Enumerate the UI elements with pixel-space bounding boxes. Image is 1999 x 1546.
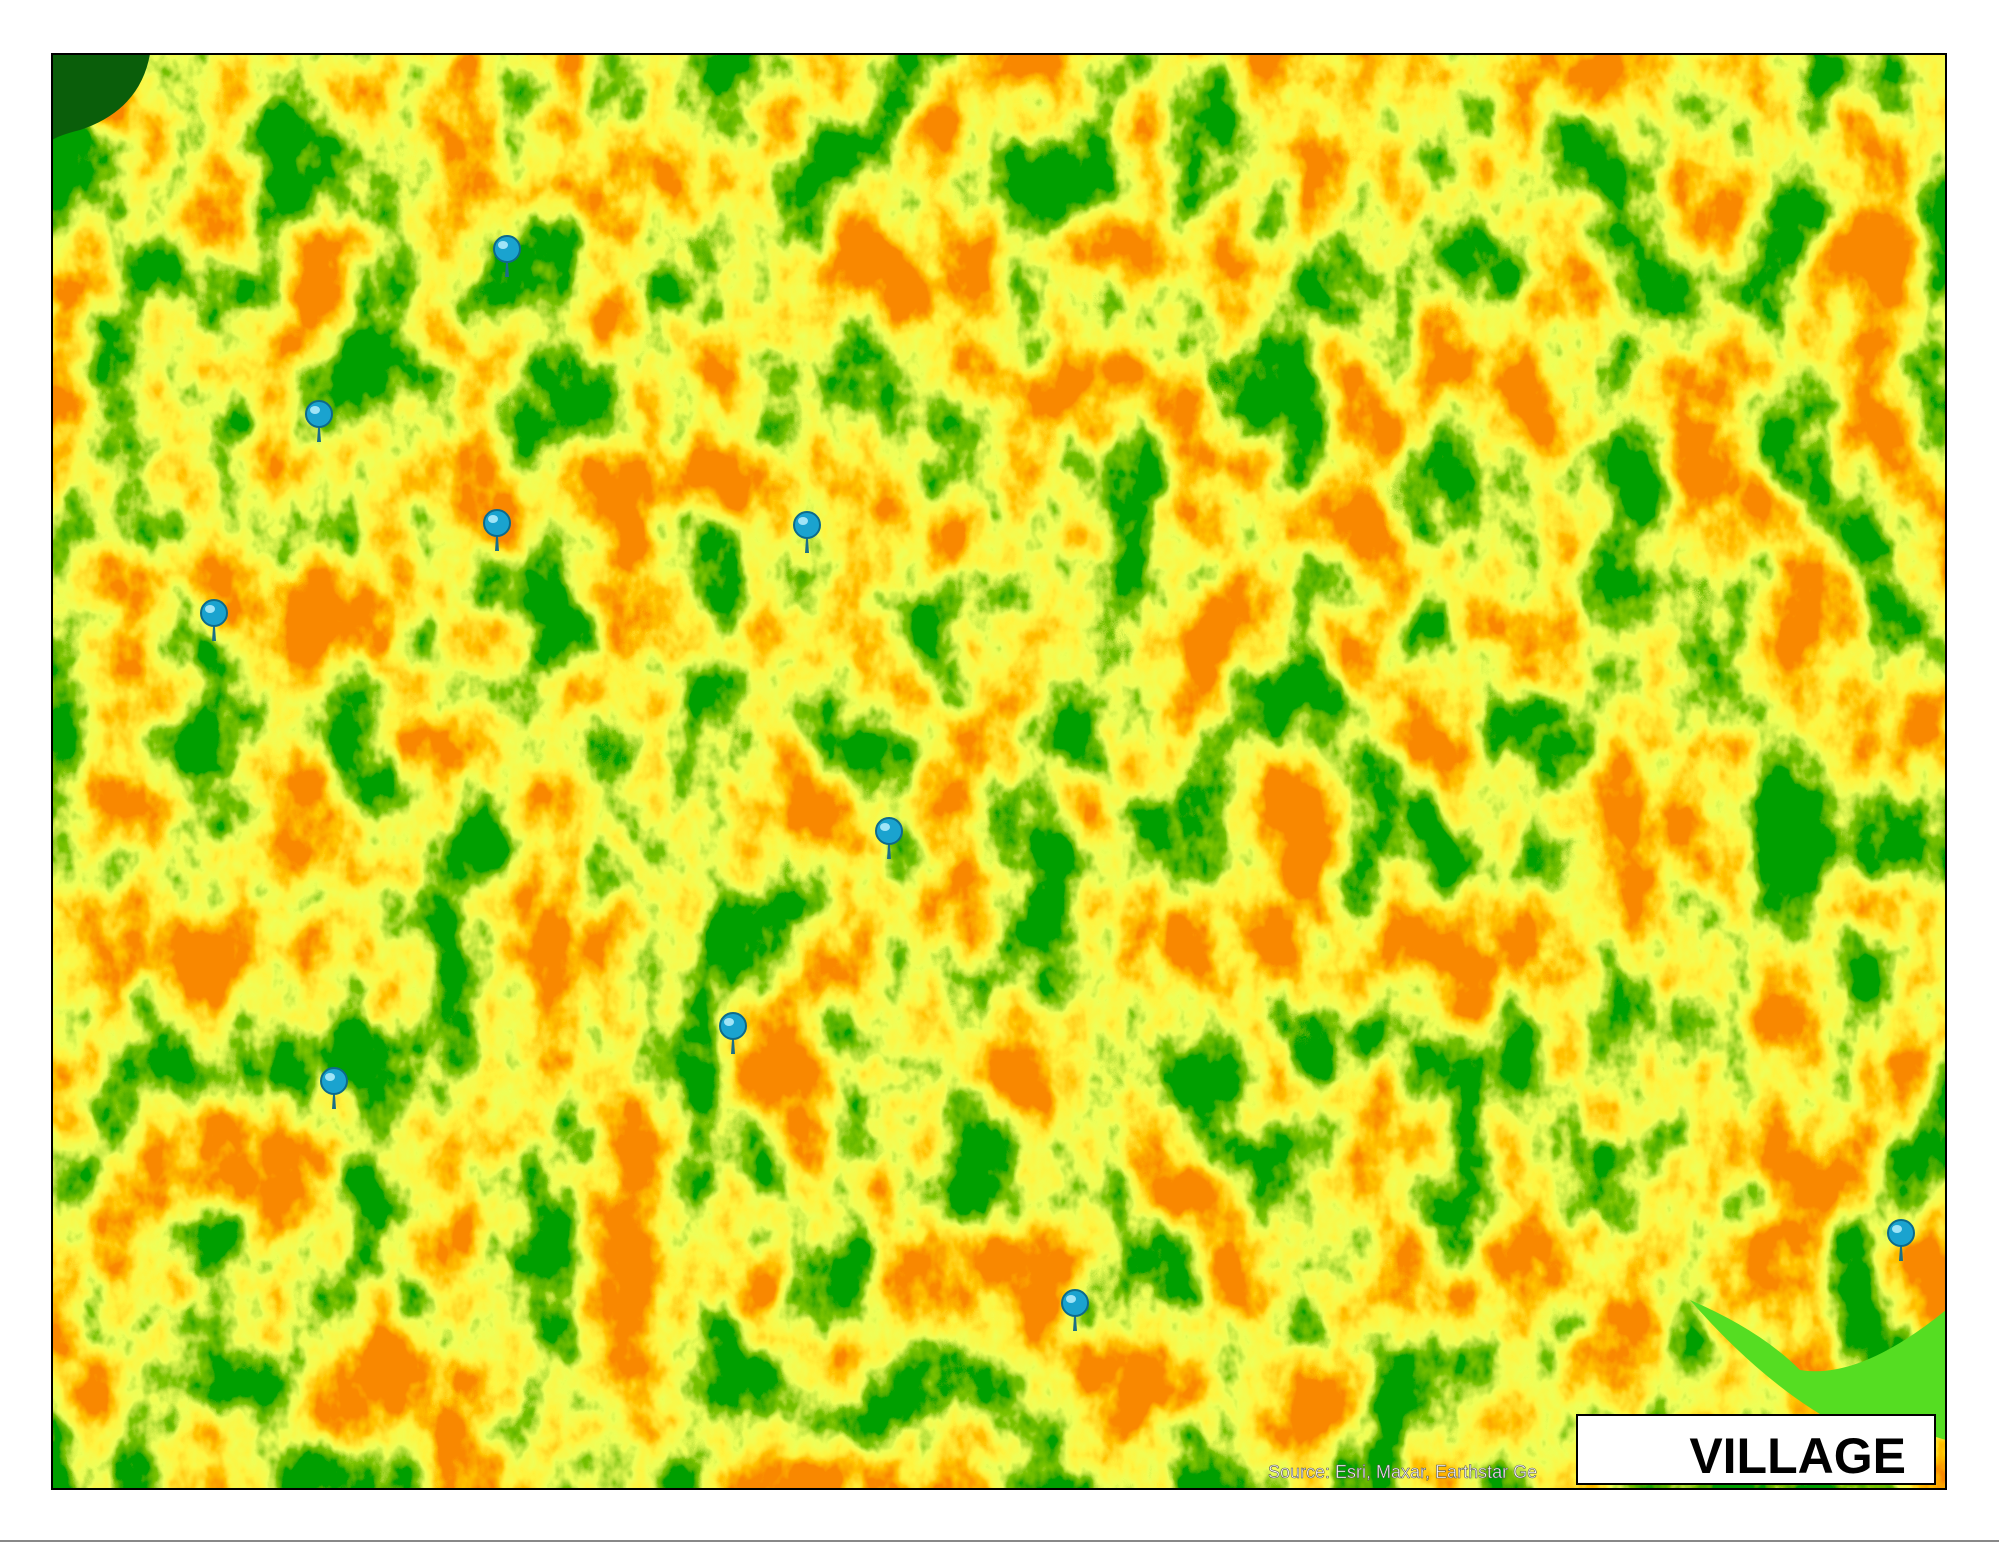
map-frame: [51, 53, 1947, 1490]
legend-label: VILLAGE: [1689, 1428, 1906, 1484]
legend-box: [1576, 1414, 1936, 1485]
water-area: [1690, 1300, 1946, 1440]
attribution: Source: Esri, Maxar, Earthstar Ge: [1268, 1462, 1537, 1482]
forest-patch: [52, 54, 150, 140]
map-raster: [52, 54, 1946, 1489]
slope-layer: [52, 54, 1030, 755]
imagery-layer: [1030, 54, 1946, 755]
